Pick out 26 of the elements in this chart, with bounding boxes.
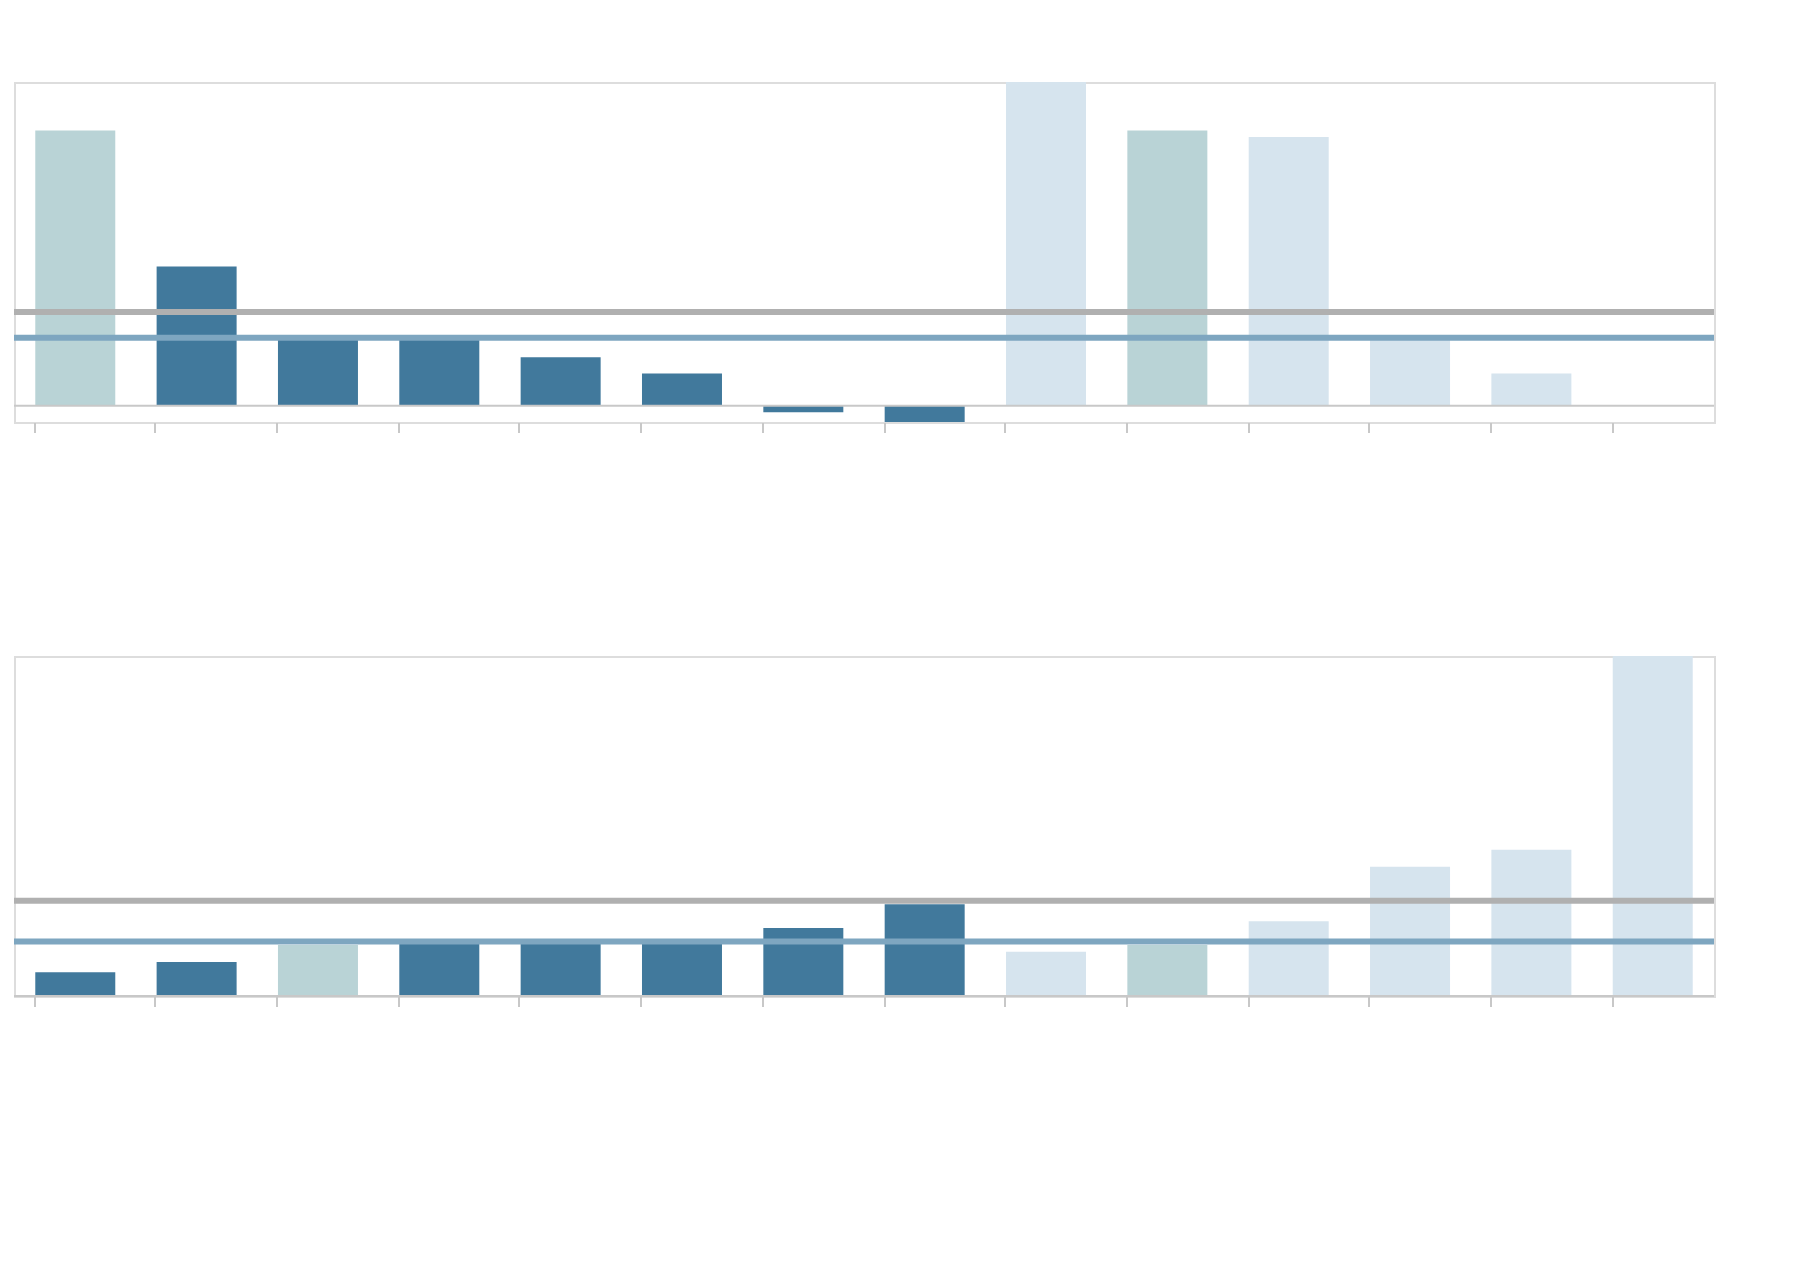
bar: [277, 337, 358, 406]
bar: [35, 130, 116, 406]
bar: [884, 405, 965, 422]
bar: [520, 357, 601, 406]
bar: [520, 941, 601, 996]
bar: [399, 941, 480, 996]
bar: [1612, 656, 1693, 996]
bar: [156, 266, 237, 406]
bar: [1248, 137, 1329, 406]
bar: [1370, 866, 1451, 996]
bar: [1006, 951, 1087, 996]
bar: [35, 972, 116, 996]
bar: [1127, 945, 1208, 996]
bar: [1248, 921, 1329, 996]
bar: [399, 337, 480, 406]
bar: [277, 945, 358, 996]
bar: [1006, 82, 1087, 406]
bar: [156, 962, 237, 996]
bar: [763, 928, 844, 996]
bar: [884, 904, 965, 996]
bar: [1127, 130, 1208, 406]
bar: [1491, 373, 1572, 406]
bar: [641, 941, 722, 996]
bar: [1370, 337, 1451, 406]
bar: [641, 373, 722, 406]
bar: [1491, 849, 1572, 996]
